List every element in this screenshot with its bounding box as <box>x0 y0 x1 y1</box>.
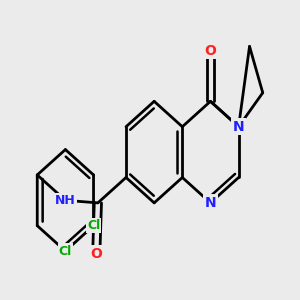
Text: O: O <box>205 44 216 58</box>
Text: O: O <box>90 247 102 261</box>
Text: N: N <box>233 120 244 134</box>
Text: NH: NH <box>55 194 76 207</box>
Text: Cl: Cl <box>59 244 72 258</box>
Text: N: N <box>205 196 216 210</box>
Text: Cl: Cl <box>87 219 100 232</box>
